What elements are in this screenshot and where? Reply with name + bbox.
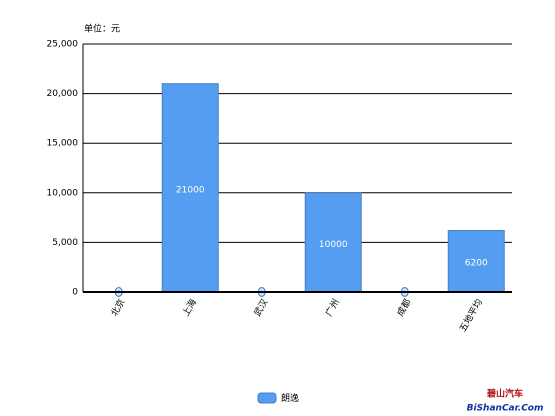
y-tick-label: 0 — [72, 288, 78, 298]
watermark: BiShanCar.Com — [467, 404, 544, 414]
x-tick-label: 武汉 — [251, 297, 270, 319]
y-tick-label: 5,000 — [52, 238, 78, 248]
y-tick-label: 20,000 — [47, 89, 79, 99]
y-tick-label: 25,000 — [47, 40, 79, 50]
y-tick-label: 10,000 — [47, 188, 79, 198]
x-tick-label: 广州 — [323, 297, 342, 319]
x-tick-label: 北京 — [108, 297, 127, 319]
bar — [161, 83, 219, 293]
x-tick-label: 五地平均 — [457, 297, 485, 334]
data-label: 6200 — [465, 259, 488, 269]
x-tick-label: 上海 — [180, 297, 199, 319]
bar — [447, 229, 505, 293]
data-label: 21000 — [176, 185, 205, 195]
bar — [304, 192, 362, 293]
legend-label: 朗逸 — [281, 392, 299, 404]
unit-label: 单位：元 — [84, 23, 120, 35]
data-label: 10000 — [319, 240, 348, 250]
legend-swatch — [257, 392, 277, 404]
y-tick-label: 15,000 — [47, 139, 79, 149]
x-tick-label: 成都 — [394, 297, 413, 319]
watermark: 碧山汽车 — [486, 388, 523, 400]
